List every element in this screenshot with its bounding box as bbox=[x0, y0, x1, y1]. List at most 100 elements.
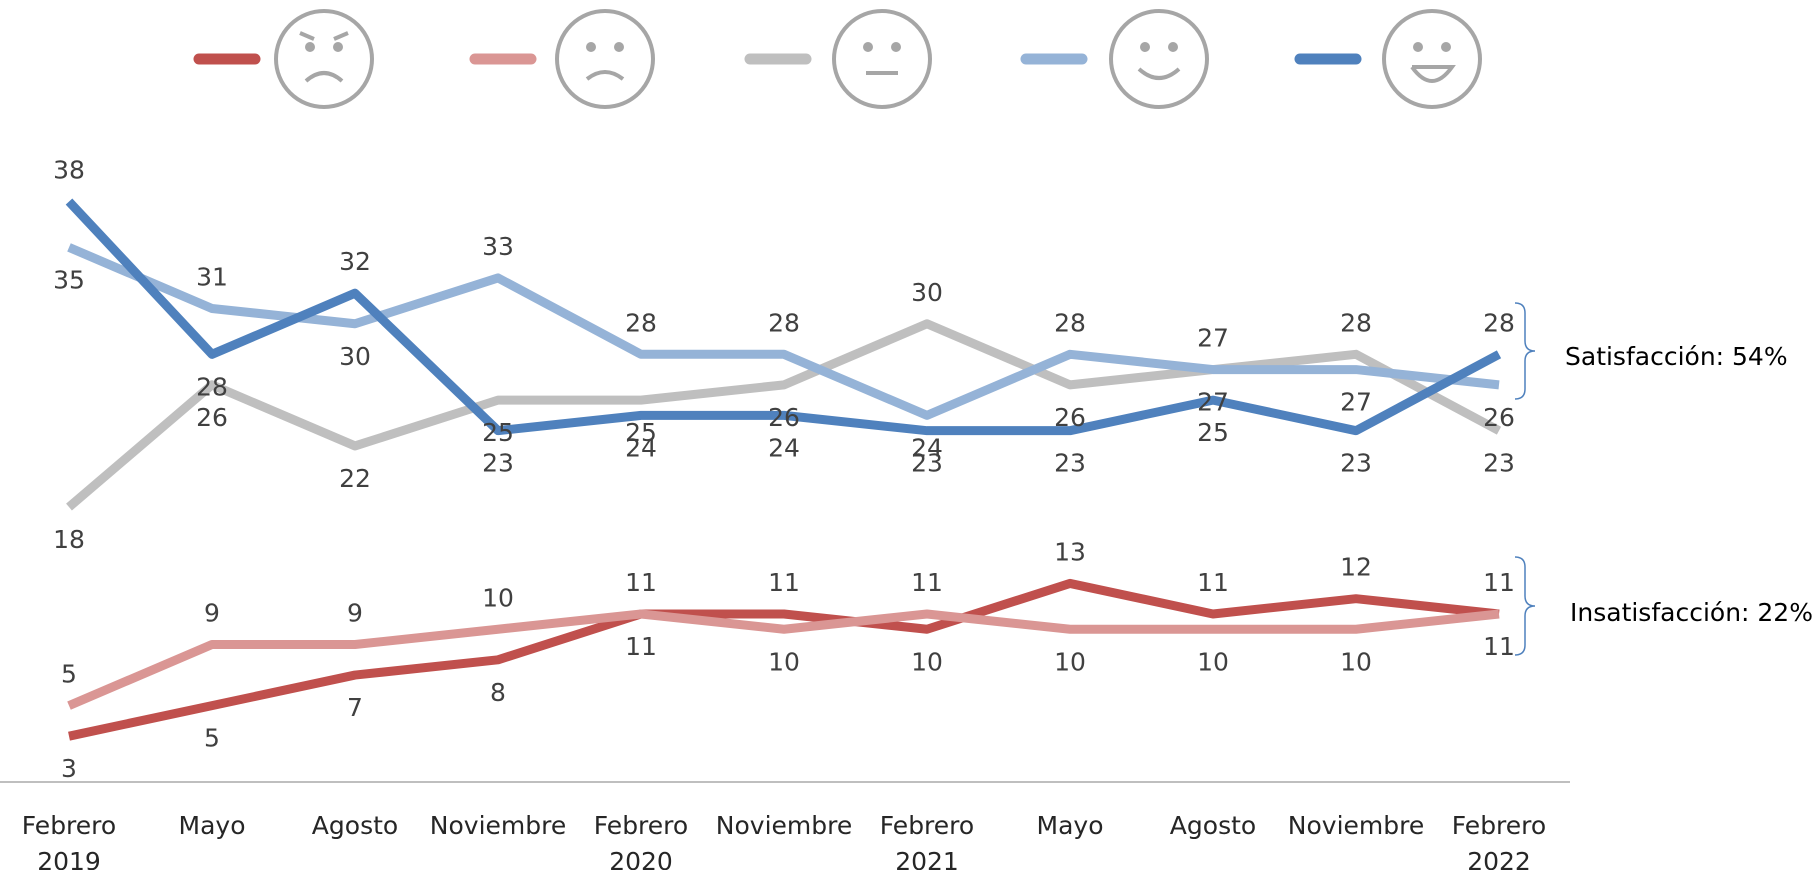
data-label: 10 bbox=[768, 647, 800, 676]
data-label: 27 bbox=[1340, 388, 1372, 417]
face-brow bbox=[299, 31, 349, 41]
x-tick-label: Febrero 2020 bbox=[593, 811, 689, 870]
annotation: Insatisfacción: 22% bbox=[1570, 598, 1813, 627]
x-tick-label: Noviembre bbox=[715, 811, 853, 840]
data-label: 10 bbox=[1340, 647, 1372, 676]
x-tick-label: Noviembre bbox=[1287, 811, 1425, 840]
data-label: 23 bbox=[911, 449, 943, 478]
annotation: Satisfacción: 54% bbox=[1565, 342, 1788, 371]
data-label: 30 bbox=[911, 278, 943, 307]
data-label: 25 bbox=[625, 418, 657, 447]
face-eye bbox=[1441, 42, 1451, 52]
data-label: 28 bbox=[1483, 308, 1515, 337]
data-label: 11 bbox=[1483, 632, 1515, 661]
face-eye bbox=[614, 42, 624, 52]
data-label: 28 bbox=[1340, 308, 1372, 337]
data-label: 33 bbox=[482, 232, 514, 261]
data-label: 10 bbox=[1054, 647, 1086, 676]
legend-face bbox=[832, 9, 932, 109]
data-label: 25 bbox=[482, 418, 514, 447]
face-eye bbox=[586, 42, 596, 52]
face-eye bbox=[863, 42, 873, 52]
data-label: 38 bbox=[53, 156, 85, 185]
data-label: 23 bbox=[1340, 449, 1372, 478]
legend-face bbox=[1109, 9, 1209, 109]
x-tick-label: Agosto bbox=[1169, 811, 1257, 840]
data-label: 9 bbox=[204, 599, 220, 628]
data-label: 28 bbox=[1054, 308, 1086, 337]
x-tick-label: Mayo bbox=[178, 811, 246, 840]
data-label: 28 bbox=[196, 372, 228, 401]
legend-face bbox=[274, 9, 374, 109]
data-label: 11 bbox=[625, 632, 657, 661]
data-label: 12 bbox=[1340, 553, 1372, 582]
data-label: 24 bbox=[911, 433, 943, 462]
face-outline bbox=[555, 9, 655, 109]
face-outline bbox=[274, 9, 374, 109]
data-label: 26 bbox=[1483, 403, 1515, 432]
x-tick-label: Mayo bbox=[1036, 811, 1104, 840]
data-label: 10 bbox=[482, 583, 514, 612]
legend-face bbox=[555, 9, 655, 109]
bracket bbox=[1514, 302, 1536, 400]
data-label: 26 bbox=[196, 403, 228, 432]
face-mouth bbox=[1137, 67, 1181, 80]
data-label: 5 bbox=[61, 660, 77, 689]
series-line bbox=[67, 243, 1500, 420]
face-mouth bbox=[304, 71, 344, 83]
face-outline bbox=[1382, 9, 1482, 109]
data-label: 22 bbox=[339, 464, 371, 493]
bracket bbox=[1514, 556, 1536, 656]
data-label: 28 bbox=[625, 308, 657, 337]
data-label: 30 bbox=[339, 342, 371, 371]
face-eye bbox=[891, 42, 901, 52]
data-label: 5 bbox=[204, 724, 220, 753]
series-line bbox=[66, 319, 1502, 511]
data-label: 25 bbox=[1197, 418, 1229, 447]
data-label: 11 bbox=[911, 568, 943, 597]
series-line bbox=[67, 609, 1500, 710]
data-label: 23 bbox=[482, 449, 514, 478]
data-label: 11 bbox=[768, 568, 800, 597]
face-eye bbox=[1413, 42, 1423, 52]
x-tick-label: Febrero 2021 bbox=[879, 811, 975, 870]
face-outline bbox=[832, 9, 932, 109]
data-label: 10 bbox=[911, 647, 943, 676]
x-tick-label: Agosto bbox=[311, 811, 399, 840]
data-label: 27 bbox=[1197, 388, 1229, 417]
data-label: 11 bbox=[1483, 568, 1515, 597]
data-label: 18 bbox=[53, 525, 85, 554]
x-tick-label: Noviembre bbox=[429, 811, 567, 840]
data-label: 32 bbox=[339, 247, 371, 276]
face-eye bbox=[333, 42, 343, 52]
face-mouth bbox=[585, 70, 625, 81]
data-label: 26 bbox=[1054, 403, 1086, 432]
legend-face bbox=[1382, 9, 1482, 109]
data-label: 10 bbox=[1197, 647, 1229, 676]
x-tick-label: Febrero 2019 bbox=[21, 811, 117, 870]
x-tick-label: Febrero 2022 bbox=[1451, 811, 1547, 870]
series-line bbox=[68, 578, 1500, 741]
face-eye bbox=[305, 42, 315, 52]
face-eye bbox=[1140, 42, 1150, 52]
face-mouth bbox=[1410, 65, 1456, 83]
data-label: 13 bbox=[1054, 537, 1086, 566]
data-label: 23 bbox=[1483, 449, 1515, 478]
data-label: 7 bbox=[347, 693, 363, 722]
series-line bbox=[65, 198, 1502, 436]
face-outline bbox=[1109, 9, 1209, 109]
data-label: 9 bbox=[347, 599, 363, 628]
data-label: 28 bbox=[768, 308, 800, 337]
data-label: 11 bbox=[1197, 568, 1229, 597]
data-label: 24 bbox=[625, 433, 657, 462]
data-label: 3 bbox=[61, 754, 77, 783]
data-label: 11 bbox=[625, 568, 657, 597]
data-label: 23 bbox=[1054, 449, 1086, 478]
data-label: 26 bbox=[768, 403, 800, 432]
data-label: 24 bbox=[768, 433, 800, 462]
data-label: 8 bbox=[490, 678, 506, 707]
face-eye bbox=[1168, 42, 1178, 52]
data-label: 27 bbox=[1197, 324, 1229, 353]
